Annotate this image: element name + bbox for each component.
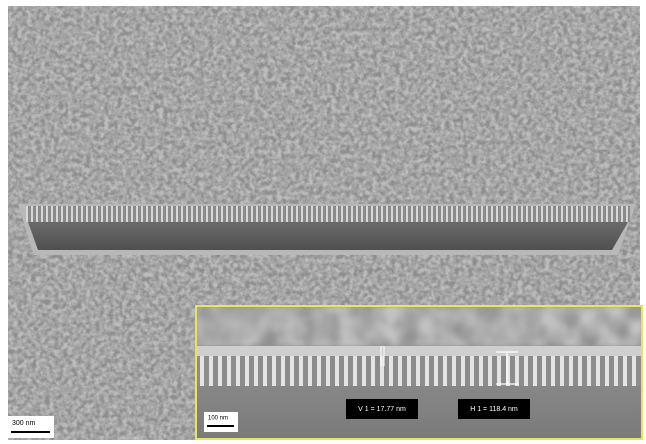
inset-grains [196, 306, 642, 346]
scale-label: 100 nm [208, 416, 228, 422]
measurement-label: H 1 = 118.4 nm [470, 406, 518, 413]
measurement-label: V 1 = 17.77 nm [358, 406, 406, 413]
inset-grating [196, 356, 642, 386]
trench [28, 222, 628, 250]
page: V 1 = 17.77 nm H 1 = 118.4 nm 100 nm 300… [0, 0, 646, 444]
scale-label: 300 nm [12, 420, 36, 427]
grating [26, 206, 630, 222]
sem-image: V 1 = 17.77 nm H 1 = 118.4 nm 100 nm 300… [0, 0, 646, 444]
